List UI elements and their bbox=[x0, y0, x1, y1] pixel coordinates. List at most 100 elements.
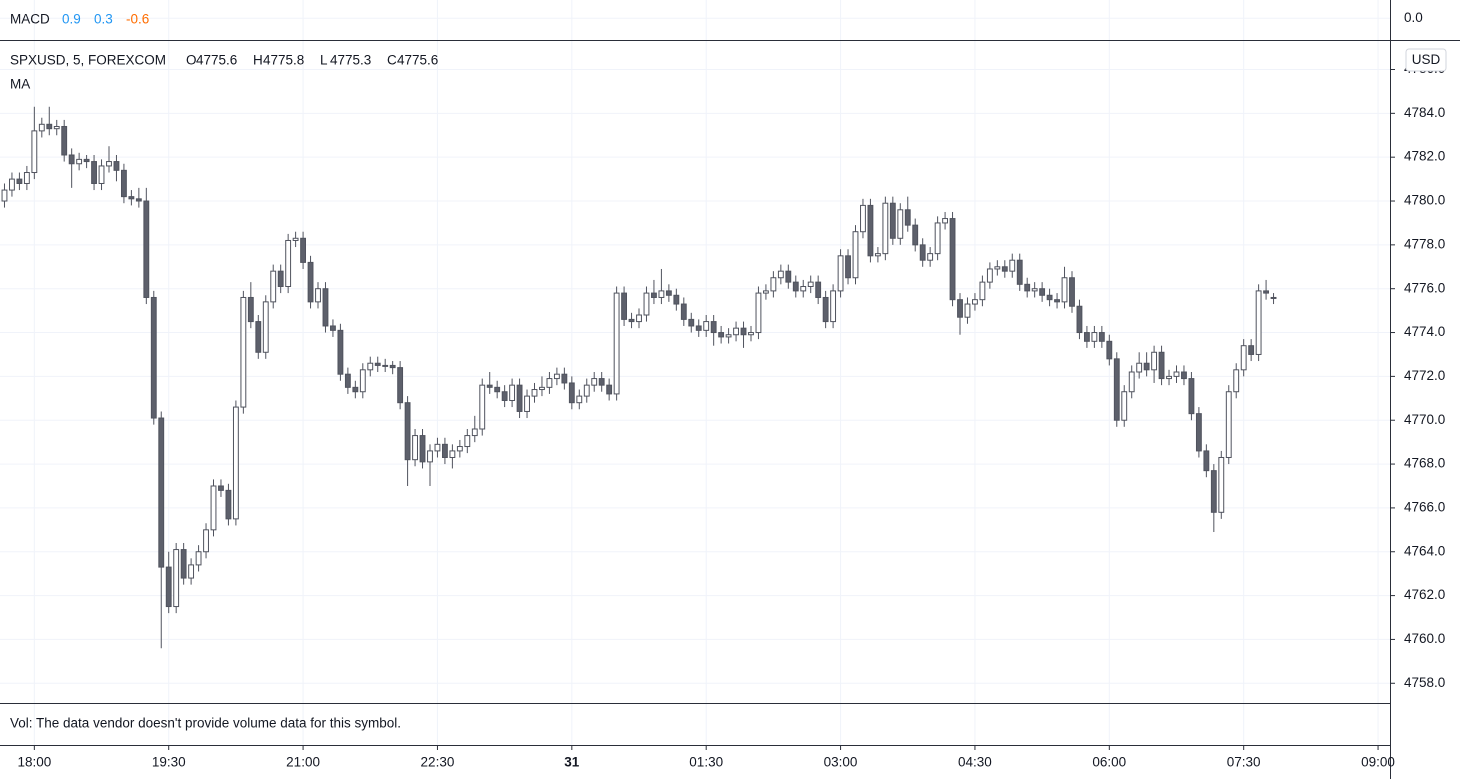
candle-body bbox=[330, 325, 336, 331]
candle-body bbox=[740, 327, 747, 336]
candle-body bbox=[942, 218, 949, 224]
candle-body bbox=[441, 443, 448, 458]
y-tick-label: 4776.0 bbox=[1404, 280, 1445, 295]
candle-body bbox=[516, 384, 523, 412]
y-tick-label: 4774.0 bbox=[1404, 324, 1445, 339]
candle-body bbox=[524, 395, 530, 412]
candle-body bbox=[1061, 277, 1068, 303]
candle-body bbox=[994, 266, 1001, 270]
candle-body bbox=[904, 209, 911, 226]
candle-body bbox=[957, 299, 963, 318]
candle-body bbox=[606, 384, 613, 395]
ohlc-label: O bbox=[186, 53, 197, 68]
candle-body bbox=[1248, 345, 1255, 355]
candle-body bbox=[165, 566, 172, 608]
candles bbox=[1, 106, 1277, 649]
candle-body bbox=[1121, 391, 1128, 421]
candle-body bbox=[449, 450, 456, 458]
candle-body bbox=[673, 294, 680, 305]
candle-body bbox=[1166, 375, 1172, 380]
candle-body bbox=[98, 165, 105, 184]
candle-body bbox=[225, 489, 232, 520]
y-tick-label: 4780.0 bbox=[1404, 193, 1445, 208]
candle-body bbox=[419, 435, 426, 463]
candle-body bbox=[927, 253, 934, 261]
candle-body bbox=[38, 123, 45, 132]
x-tick-label: 01:30 bbox=[689, 755, 723, 770]
candle-body bbox=[822, 296, 829, 323]
candle-body bbox=[1091, 332, 1098, 342]
candle-body bbox=[76, 158, 83, 165]
candle-body bbox=[247, 296, 254, 323]
candle-body bbox=[1069, 277, 1075, 307]
candle-body bbox=[934, 222, 941, 255]
candle-body bbox=[1113, 358, 1120, 421]
candle-body bbox=[919, 244, 926, 261]
x-tick-label: 06:00 bbox=[1092, 755, 1126, 770]
candle-body bbox=[539, 386, 545, 391]
candle-body bbox=[46, 123, 53, 130]
candle-body bbox=[1218, 456, 1225, 513]
candle-body bbox=[561, 373, 568, 384]
candle-body bbox=[1233, 369, 1240, 393]
candle-body bbox=[382, 364, 389, 367]
candle-body bbox=[434, 443, 441, 452]
candle-body bbox=[972, 299, 978, 305]
candle-body bbox=[427, 450, 433, 463]
candle-body bbox=[613, 292, 620, 395]
candle-body bbox=[1083, 332, 1090, 342]
candle-body bbox=[636, 314, 642, 323]
candle-body bbox=[352, 386, 359, 393]
currency-badge[interactable] bbox=[1405, 48, 1447, 72]
candle-body bbox=[240, 296, 247, 408]
candle-body bbox=[1263, 290, 1270, 294]
candle-body bbox=[1173, 371, 1180, 377]
candle-body bbox=[389, 364, 396, 369]
candle-body bbox=[553, 373, 560, 380]
candle-body bbox=[770, 277, 777, 292]
candle-body bbox=[509, 384, 516, 401]
candle-body bbox=[1240, 345, 1247, 371]
x-tick-label: 03:00 bbox=[824, 755, 858, 770]
candle-body bbox=[643, 292, 650, 316]
macd-value: -0.6 bbox=[126, 12, 149, 27]
candle-body bbox=[143, 200, 150, 298]
candle-body bbox=[53, 125, 60, 130]
candle-body bbox=[979, 281, 986, 301]
candle-body bbox=[1098, 332, 1105, 342]
candle-body bbox=[158, 417, 165, 568]
candle-body bbox=[322, 288, 329, 327]
candle-body bbox=[1001, 266, 1008, 272]
candle-body bbox=[128, 196, 135, 200]
candle-body bbox=[255, 321, 262, 353]
candle-body bbox=[845, 255, 851, 279]
candle-body bbox=[203, 529, 209, 553]
candle-body bbox=[792, 281, 799, 292]
candle-body bbox=[688, 318, 695, 327]
ohlc-value: 4775.6 bbox=[397, 53, 438, 68]
currency: USD bbox=[1412, 52, 1441, 67]
macd-value: 0.3 bbox=[94, 12, 113, 27]
candle-body bbox=[1270, 296, 1277, 299]
y-tick-label: 4764.0 bbox=[1404, 543, 1445, 558]
candle-body bbox=[135, 198, 142, 202]
candle-body bbox=[1255, 290, 1262, 355]
y-tick-label: 4758.0 bbox=[1404, 675, 1445, 690]
y-tick-label: 4784.0 bbox=[1404, 105, 1445, 120]
candle-body bbox=[852, 231, 859, 279]
candle-body bbox=[292, 237, 299, 241]
candle-body bbox=[703, 321, 710, 331]
candle-body bbox=[1024, 283, 1031, 292]
candle-body bbox=[576, 395, 583, 404]
candle-body bbox=[680, 303, 687, 320]
candle-body bbox=[479, 384, 486, 430]
candle-body bbox=[1054, 299, 1060, 303]
candle-body bbox=[762, 290, 769, 294]
candle-body bbox=[860, 204, 866, 233]
candle-body bbox=[755, 292, 762, 334]
candle-body bbox=[665, 290, 672, 296]
candle-body bbox=[815, 281, 822, 298]
candle-body bbox=[120, 169, 127, 198]
candle-body bbox=[1046, 294, 1053, 301]
candle-body bbox=[494, 386, 501, 393]
